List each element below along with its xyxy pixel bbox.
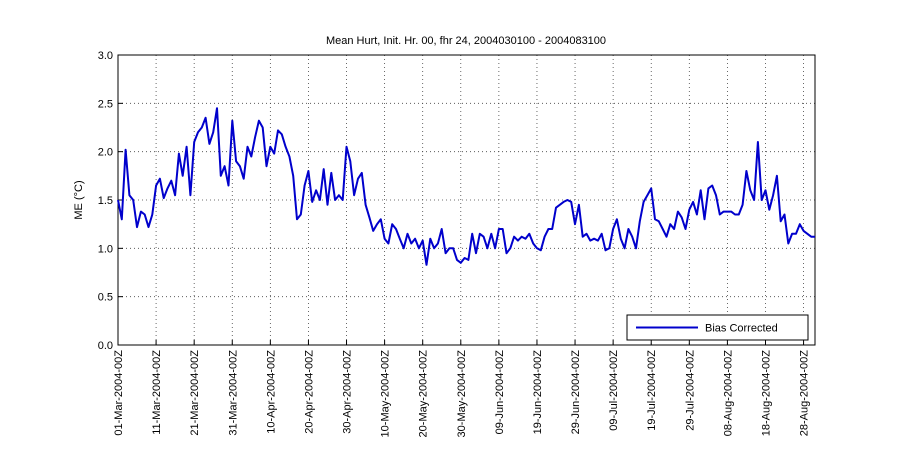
x-tick-label: 19-Jul-2004-00Z: [646, 350, 658, 431]
x-tick-label: 01-Mar-2004-00Z: [113, 350, 125, 436]
data-line: [117, 107, 815, 266]
x-tick-label: 11-Mar-2004-00Z: [151, 350, 163, 435]
y-tick-label: 2.0: [98, 147, 113, 159]
y-tick-label: 1.5: [98, 195, 113, 207]
chart-title: Mean Hurt, Init. Hr. 00, fhr 24, 2004030…: [326, 35, 606, 47]
y-axis-label: ME (°C): [73, 180, 85, 219]
x-tick-label: 21-Mar-2004-00Z: [189, 350, 201, 436]
x-tick-label: 09-Jun-2004-00Z: [494, 350, 506, 435]
x-tick-label: 31-Mar-2004-00Z: [227, 350, 239, 436]
x-tick-label: 29-Jun-2004-00Z: [570, 350, 582, 435]
y-tick-label: 0.0: [98, 340, 113, 352]
legend-label: Bias Corrected: [705, 323, 778, 335]
x-tick-label: 29-Jul-2004-00Z: [684, 350, 696, 431]
y-tick-label: 2.5: [98, 98, 113, 110]
y-tick-label: 1.0: [98, 243, 113, 255]
x-tick-label: 30-Apr-2004-00Z: [342, 350, 354, 434]
y-tick-label: 3.0: [98, 50, 113, 62]
x-tick-label: 20-May-2004-00Z: [418, 350, 430, 438]
x-tick-label: 09-Jul-2004-00Z: [608, 350, 620, 431]
x-tick-label: 10-Apr-2004-00Z: [265, 350, 277, 434]
x-tick-label: 20-Apr-2004-00Z: [303, 350, 315, 434]
y-tick-label: 0.5: [98, 292, 113, 304]
x-tick-label: 18-Aug-2004-00Z: [760, 350, 772, 437]
x-tick-label: 08-Aug-2004-00Z: [722, 350, 734, 437]
x-tick-label: 19-Jun-2004-00Z: [532, 350, 544, 435]
x-tick-label: 28-Aug-2004-00Z: [799, 350, 811, 437]
x-tick-label: 30-May-2004-00Z: [456, 350, 468, 438]
x-tick-label: 10-May-2004-00Z: [380, 350, 392, 438]
